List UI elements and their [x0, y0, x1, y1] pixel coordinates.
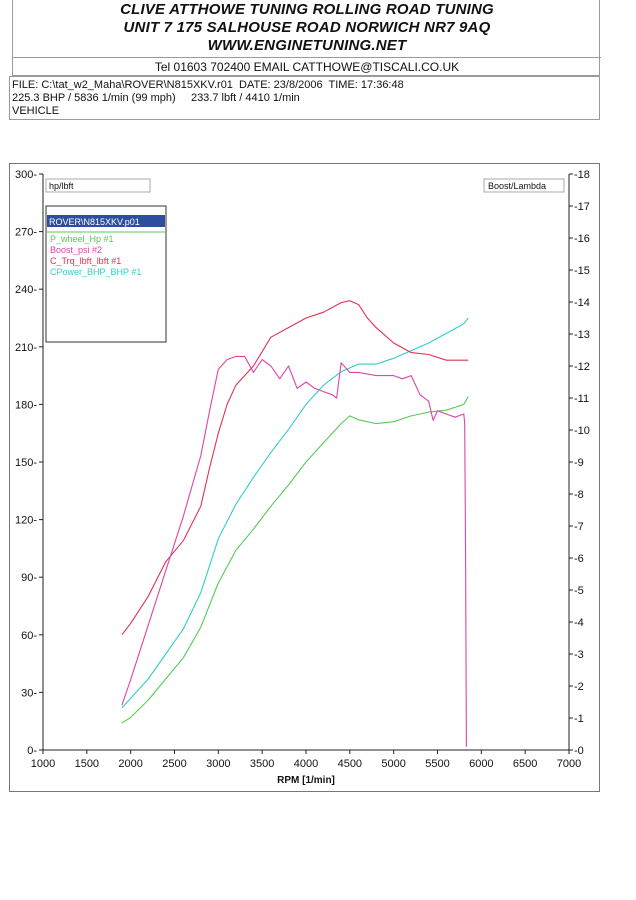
- y-right-tick-label: -5: [574, 585, 584, 597]
- x-tick-label: 5000: [381, 758, 405, 770]
- x-tick-label: 2000: [118, 758, 142, 770]
- y-left-tick-label: 300-: [15, 169, 37, 181]
- series-line-p-wheel-hp-1: [121, 396, 469, 724]
- x-tick-label: 3500: [250, 758, 274, 770]
- y-right-tick-label: -15: [574, 265, 590, 277]
- x-tick-label: 4500: [338, 758, 362, 770]
- x-tick-label: 6000: [469, 758, 493, 770]
- legend-entry: Boost_psi #2: [50, 245, 102, 255]
- y-left-tick-label: 180-: [15, 399, 37, 411]
- y-right-tick-label: -0: [574, 745, 584, 757]
- y-left-tick-label: 150-: [15, 457, 37, 469]
- x-tick-label: 1000: [31, 758, 55, 770]
- company-website: WWW.ENGINETUNING.NET: [207, 37, 407, 54]
- dyno-chart: 1000 1500 2000 2500 3000 3500 4000 4500 5000 5500…: [15, 169, 590, 786]
- run-info-box: FILE: C:\tat_w2_Maha\ROVER\N815XKV.r01 D…: [9, 76, 600, 120]
- series-line-boost-psi-2: [121, 355, 467, 747]
- x-tick-label: 5500: [425, 758, 449, 770]
- company-name: CLIVE ATTHOWE TUNING ROLLING ROAD TUNING: [120, 1, 494, 18]
- y-right-label: Boost/Lambda: [488, 181, 546, 191]
- series-line-cpower-bhp-bhp-1: [121, 317, 469, 709]
- y-right-tick-label: -12: [574, 361, 590, 373]
- y-left-tick-label: 60-: [21, 630, 37, 642]
- y-right-tick-label: -17: [574, 201, 590, 213]
- x-tick-label: 1500: [75, 758, 99, 770]
- legend-entry: C_Trq_lbft_lbft #1: [50, 256, 121, 266]
- legend-entry: P_wheel_Hp #1: [50, 234, 114, 244]
- y-left-tick-label: 240-: [15, 284, 37, 296]
- file-info: FILE: C:\tat_w2_Maha\ROVER\N815XKV.r01 D…: [12, 79, 404, 91]
- legend-file-name: ROVER\N815XKV.p01: [49, 217, 140, 227]
- y-right-tick-label: -4: [574, 617, 584, 629]
- y-right-tick-label: -8: [574, 489, 584, 501]
- peak-values: 225.3 BHP / 5836 1/min (99 mph) 233.7 lb…: [12, 92, 300, 104]
- y-left-label: hp/lbft: [49, 181, 74, 191]
- y-left-tick-label: 30-: [21, 687, 37, 699]
- legend-entry: CPower_BHP_BHP #1: [50, 267, 141, 277]
- chart-frame: 1000 1500 2000 2500 3000 3500 4000 4500 5000 5500…: [9, 163, 600, 792]
- company-contact: Tel 01603 702400 EMAIL CATTHOWE@TISCALI.…: [13, 57, 601, 76]
- y-right-tick-label: -10: [574, 425, 590, 437]
- y-left-tick-label: 90-: [21, 572, 37, 584]
- x-axis-label: RPM [1/min]: [277, 775, 335, 786]
- x-tick-label: 4000: [294, 758, 318, 770]
- x-tick-label: 2500: [162, 758, 186, 770]
- y-right-tick-label: -2: [574, 681, 584, 693]
- company-address: UNIT 7 175 SALHOUSE ROAD NORWICH NR7 9AQ: [123, 19, 491, 36]
- y-left-tick-label: 210-: [15, 342, 37, 354]
- y-left-tick-label: 0-: [27, 745, 37, 757]
- y-right-tick-label: -3: [574, 649, 584, 661]
- y-right-tick-label: -18: [574, 169, 590, 181]
- x-tick-label: 3000: [206, 758, 230, 770]
- y-right-tick-label: -1: [574, 713, 584, 725]
- legend-file-highlight: [47, 215, 165, 227]
- vehicle-label: VEHICLE: [12, 105, 60, 117]
- header-box: CLIVE ATTHOWE TUNING ROLLING ROAD TUNING…: [12, 0, 601, 76]
- y-right-tick-label: -7: [574, 521, 584, 533]
- legend-box: [45, 205, 167, 343]
- y-left-tick-label: 270-: [15, 227, 37, 239]
- y-right-tick-label: -6: [574, 553, 584, 565]
- y-right-label-box: [483, 178, 565, 193]
- y-right-tick-label: -13: [574, 329, 590, 341]
- x-tick-label: 6500: [513, 758, 537, 770]
- series-line-c-trq-lbft-lbft-1: [121, 300, 469, 636]
- y-right-tick-label: -11: [574, 393, 589, 405]
- x-tick-label: 7000: [557, 758, 581, 770]
- y-left-label-box: [45, 178, 151, 193]
- y-left-tick-label: 120-: [15, 515, 37, 527]
- y-right-tick-label: -14: [574, 297, 590, 309]
- y-right-tick-label: -9: [574, 457, 584, 469]
- y-right-tick-label: -16: [574, 233, 590, 245]
